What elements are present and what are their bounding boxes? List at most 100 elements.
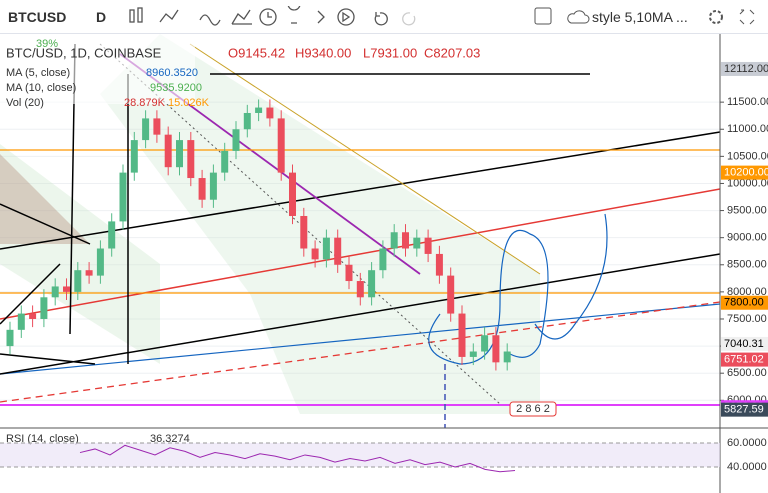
candle-body <box>402 232 409 249</box>
candle-body <box>300 215 308 249</box>
candle-body <box>40 297 48 319</box>
candle-body <box>255 107 263 113</box>
rsi-band <box>0 442 720 467</box>
candle-body <box>481 335 489 352</box>
candle-body <box>345 264 353 282</box>
candle-body <box>142 118 150 141</box>
candle-body <box>458 313 466 357</box>
price-label-box <box>721 61 768 76</box>
legend-high: H9340.00 <box>295 45 351 60</box>
candle-body <box>221 150 229 173</box>
candle-body <box>187 140 195 179</box>
rsi-value: 36.3274 <box>150 433 190 445</box>
tool-icons[interactable] <box>128 6 418 28</box>
percent: 39% <box>36 38 58 50</box>
y-tick-label: 9000.00 <box>727 232 767 244</box>
candle-body <box>379 248 387 271</box>
count-box <box>509 401 557 417</box>
price-label-box <box>721 165 768 180</box>
candle-body <box>356 281 364 298</box>
price-label-box <box>721 352 768 367</box>
drawings <box>0 34 721 428</box>
legend-close: C8207.03 <box>424 45 480 60</box>
vol-value: 28.879K <box>124 97 166 109</box>
y-tick-label: 7500.00 <box>727 313 767 325</box>
symbol[interactable]: BTCUSD <box>8 8 67 25</box>
legend-title: BTC/USD, 1D, COINBASE <box>6 45 162 60</box>
candle-body <box>209 172 217 200</box>
price-label: 12112.00 <box>724 63 768 75</box>
count-label: 2 8 6 2 <box>516 403 550 415</box>
vol-value-2: 15.026K <box>168 97 210 109</box>
candle-body <box>232 129 240 151</box>
ma5-value: 8960.3520 <box>146 67 198 79</box>
toolbar: BTCUSD D style 5,10MA ... <box>0 0 768 34</box>
candle-body <box>368 270 376 298</box>
candle-body <box>17 313 25 330</box>
y-tick-label: 11500.00 <box>727 96 768 108</box>
candle-body <box>503 351 511 363</box>
price-label-box <box>721 402 768 417</box>
candle-body <box>51 286 59 298</box>
candle-body <box>266 107 274 119</box>
ma10-label: MA (10, close) <box>6 82 76 94</box>
rsi-tick-label: 60.0000 <box>727 437 767 449</box>
price-label-box <box>721 295 768 310</box>
y-tick-label: 6500.00 <box>727 367 767 379</box>
price-label: 5827.59 <box>724 404 764 416</box>
y-tick-label: 9500.00 <box>727 204 767 216</box>
candle-body <box>311 248 319 260</box>
candle-body <box>29 313 37 319</box>
interval[interactable]: D <box>96 8 107 25</box>
candle-body <box>153 118 161 135</box>
y-tick-label: 8500.00 <box>727 259 767 271</box>
legend-open: O9145.42 <box>228 45 285 60</box>
price-label: 10200.00 <box>724 167 768 179</box>
candle-body <box>277 118 285 173</box>
candle-body <box>447 275 455 314</box>
price-label: 7040.31 <box>724 338 764 350</box>
price-label-box <box>721 336 768 351</box>
candle-body <box>390 232 398 249</box>
price-label: 7800.00 <box>724 297 764 309</box>
rsi-tick-label: 40.0000 <box>727 461 767 473</box>
candle-body <box>243 112 251 130</box>
candle-body <box>469 351 477 357</box>
candle-body <box>63 286 70 292</box>
candle-body <box>322 237 330 260</box>
ma5-label: MA (5, close) <box>6 67 70 79</box>
candle-body <box>176 140 183 168</box>
template[interactable]: style 5,10MA ... <box>592 8 688 25</box>
settings-icons[interactable] <box>706 6 766 28</box>
chart: 39% BTC/USD, 1D, COINBASE O9145.42 H9340… <box>0 34 768 493</box>
ma10-value: 9535.9200 <box>150 82 202 94</box>
candle-body <box>130 140 138 173</box>
legend-bg <box>0 34 195 104</box>
candle-body <box>164 134 172 168</box>
legend-low: L7931.00 <box>363 45 417 60</box>
rsi-title: RSI (14, close) <box>6 433 79 445</box>
candle-body <box>492 335 500 363</box>
candle-body <box>413 237 421 249</box>
candle-body <box>85 270 93 276</box>
rsi-line <box>79 444 516 473</box>
layout-icon[interactable] <box>534 7 564 27</box>
candle-body <box>74 270 82 292</box>
y-tick-label: 8000.00 <box>727 286 767 298</box>
candle-body <box>198 178 206 200</box>
vol-label: Vol (20) <box>6 97 44 109</box>
candle-body <box>108 221 116 249</box>
y-tick-label: 10000.00 <box>727 177 768 189</box>
cloud-icon[interactable] <box>566 7 590 27</box>
price-label: 6751.02 <box>724 353 764 365</box>
candles <box>6 99 511 371</box>
candle-body <box>424 237 432 254</box>
candle-body <box>96 248 104 276</box>
candle-body <box>6 329 14 347</box>
candle-body <box>289 172 296 216</box>
candle-body <box>119 172 127 222</box>
y-tick-label: 11000.00 <box>727 123 768 135</box>
candle-body <box>435 253 443 276</box>
y-tick-label: 10500.00 <box>727 150 768 162</box>
